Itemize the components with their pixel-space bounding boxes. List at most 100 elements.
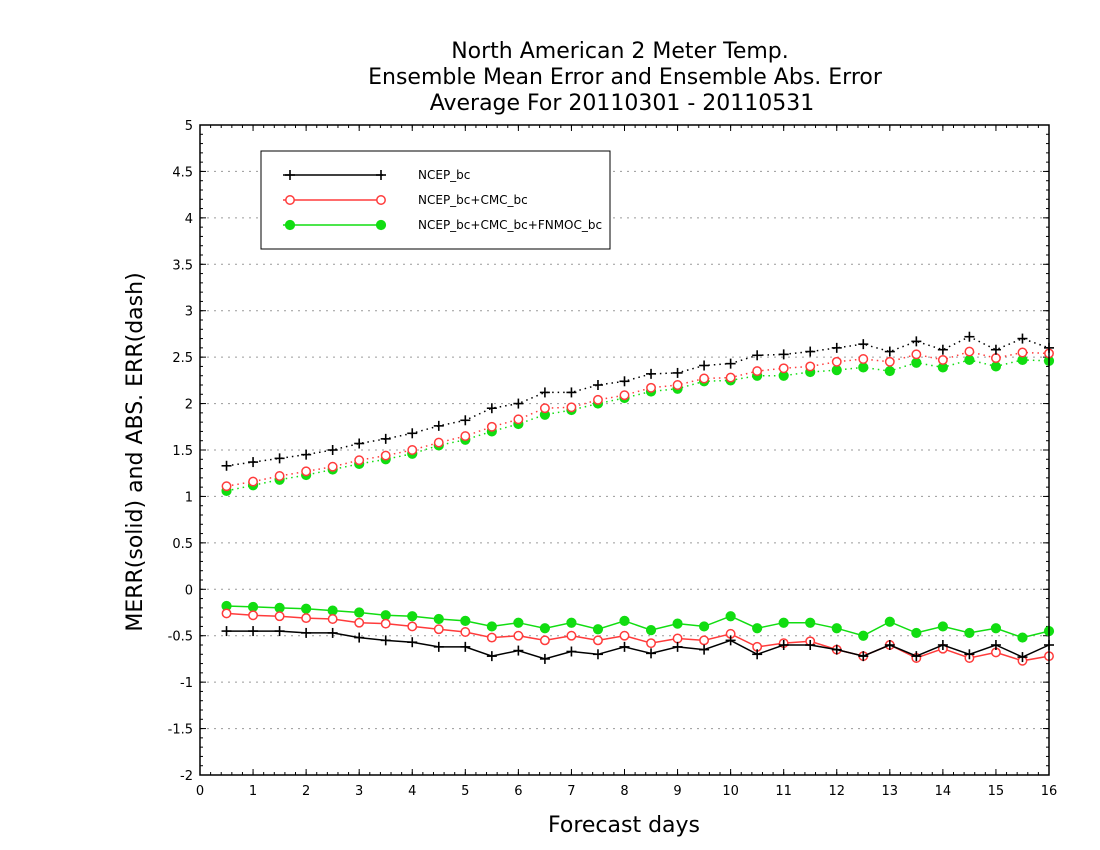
data-point-abs_err-1: [407, 445, 418, 455]
data-point-merr-1: [248, 610, 259, 621]
data-point-abs_err-0: [592, 380, 603, 390]
chart-title-line-1: North American 2 Meter Temp.: [451, 39, 789, 64]
data-point-merr-1: [619, 630, 630, 641]
data-point-abs_err-0: [619, 376, 630, 387]
data-point-abs_err-0: [778, 349, 789, 360]
data-point-merr-2: [964, 627, 975, 639]
data-point-merr-1: [566, 630, 577, 641]
data-point-merr-1: [221, 608, 232, 619]
legend: NCEP_bc NCEP_bc+CMC_bc NCEP_bc+CMC_bc+FNMO…: [260, 150, 611, 250]
data-point-merr-1: [513, 630, 524, 641]
data-point-abs_err-1: [513, 414, 524, 425]
data-point-abs_err-1: [725, 372, 736, 383]
data-point-abs_err-1: [858, 354, 869, 364]
y-tick-label: -1: [180, 676, 193, 691]
x-tick-label: 2: [302, 784, 310, 799]
data-point-merr-0: [911, 651, 922, 662]
y-tick-label: 2.5: [172, 351, 193, 366]
data-point-abs_err-1: [752, 366, 763, 377]
data-point-merr-0: [248, 626, 259, 637]
x-tick-label: 11: [775, 784, 792, 799]
data-point-merr-2: [274, 602, 285, 613]
data-point-merr-0: [460, 641, 471, 652]
data-point-abs_err-1: [221, 481, 232, 492]
x-axis-label: Forecast days: [548, 813, 700, 838]
data-point-merr-2: [380, 610, 391, 621]
data-point-merr-2: [247, 601, 259, 613]
data-point-abs_err-1: [460, 431, 471, 442]
y-tick-label: 0: [185, 583, 193, 598]
y-tick-label: 2: [185, 398, 193, 413]
data-point-merr-1: [354, 617, 365, 628]
data-point-merr-1: [274, 611, 285, 622]
y-tick-label: 3.5: [172, 258, 193, 273]
data-point-merr-2: [725, 611, 736, 622]
data-point-merr-1: [699, 635, 710, 646]
y-tick-label: 4.5: [172, 165, 193, 180]
data-point-merr-1: [539, 635, 550, 646]
data-point-abs_err-1: [486, 421, 497, 432]
data-point-merr-1: [460, 627, 471, 637]
data-point-abs_err-1: [937, 354, 948, 365]
data-point-merr-2: [460, 615, 471, 626]
data-point-abs_err-1: [990, 353, 1001, 364]
data-point-merr-0: [990, 640, 1001, 650]
data-point-abs_err-1: [884, 356, 895, 367]
y-tick-label: -1.5: [168, 723, 193, 738]
x-tick-label: 3: [355, 784, 363, 799]
data-point-merr-2: [698, 621, 710, 632]
data-point-merr-0: [805, 640, 816, 650]
data-point-abs_err-0: [1017, 333, 1028, 344]
x-tick-label: 6: [514, 784, 522, 799]
data-point-abs_err-0: [380, 433, 391, 444]
x-tick-label: 10: [722, 784, 739, 799]
x-tick-label: 14: [935, 784, 952, 799]
x-tick-label: 8: [620, 784, 628, 799]
data-point-merr-2: [354, 607, 365, 618]
data-point-merr-0: [274, 626, 285, 637]
data-point-merr-0: [858, 651, 869, 662]
x-tick-label: 9: [673, 784, 681, 799]
data-point-merr-0: [619, 641, 630, 652]
legend-marker-end-2: [375, 219, 387, 231]
data-point-abs_err-0: [539, 387, 550, 398]
data-point-merr-0: [566, 646, 577, 657]
data-point-abs_err-0: [937, 344, 948, 355]
legend-marker-end-1: [376, 195, 386, 205]
series-layer: [221, 331, 1055, 666]
data-point-abs_err-0: [911, 336, 922, 347]
data-point-merr-2: [778, 617, 789, 628]
data-point-abs_err-1: [646, 382, 656, 393]
data-point-merr-2: [858, 630, 869, 641]
data-point-abs_err-1: [539, 403, 550, 414]
legend-label-2: NCEP_bc+CMC_bc+FNMOC_bc: [418, 218, 602, 232]
data-point-merr-2: [645, 625, 657, 636]
data-point-merr-1: [593, 635, 603, 646]
legend-marker-start-1: [285, 195, 295, 205]
y-tick-label: 4: [185, 212, 193, 227]
data-point-abs_err-1: [327, 461, 338, 472]
data-point-merr-2: [990, 623, 1002, 634]
data-point-abs_err-0: [858, 339, 869, 350]
data-point-abs_err-2: [884, 365, 895, 377]
data-point-abs_err-0: [699, 360, 710, 371]
data-point-abs_err-1: [805, 361, 816, 372]
y-tick-label: 0.5: [172, 537, 193, 552]
data-point-abs_err-2: [858, 362, 869, 373]
legend-marker-end-0: [376, 170, 386, 180]
data-point-abs_err-0: [433, 420, 444, 431]
y-tick-label: 3: [185, 305, 193, 320]
y-tick-label: 5: [185, 119, 193, 134]
data-point-abs_err-0: [646, 368, 657, 379]
x-tick-label: 5: [461, 784, 469, 799]
data-point-merr-0: [513, 645, 524, 656]
data-point-merr-1: [301, 613, 312, 624]
x-tick-label: 12: [828, 784, 845, 799]
chart-title-line-2: Ensemble Mean Error and Ensemble Abs. Er…: [368, 65, 883, 90]
legend-items: NCEP_bc NCEP_bc+CMC_bc NCEP_bc+CMC_bc+FNMO…: [283, 168, 602, 232]
x-tick-label: 15: [988, 784, 1005, 799]
data-point-merr-0: [301, 627, 312, 638]
data-point-abs_err-2: [831, 365, 842, 376]
data-point-abs_err-0: [248, 457, 259, 468]
data-point-merr-0: [486, 651, 497, 662]
